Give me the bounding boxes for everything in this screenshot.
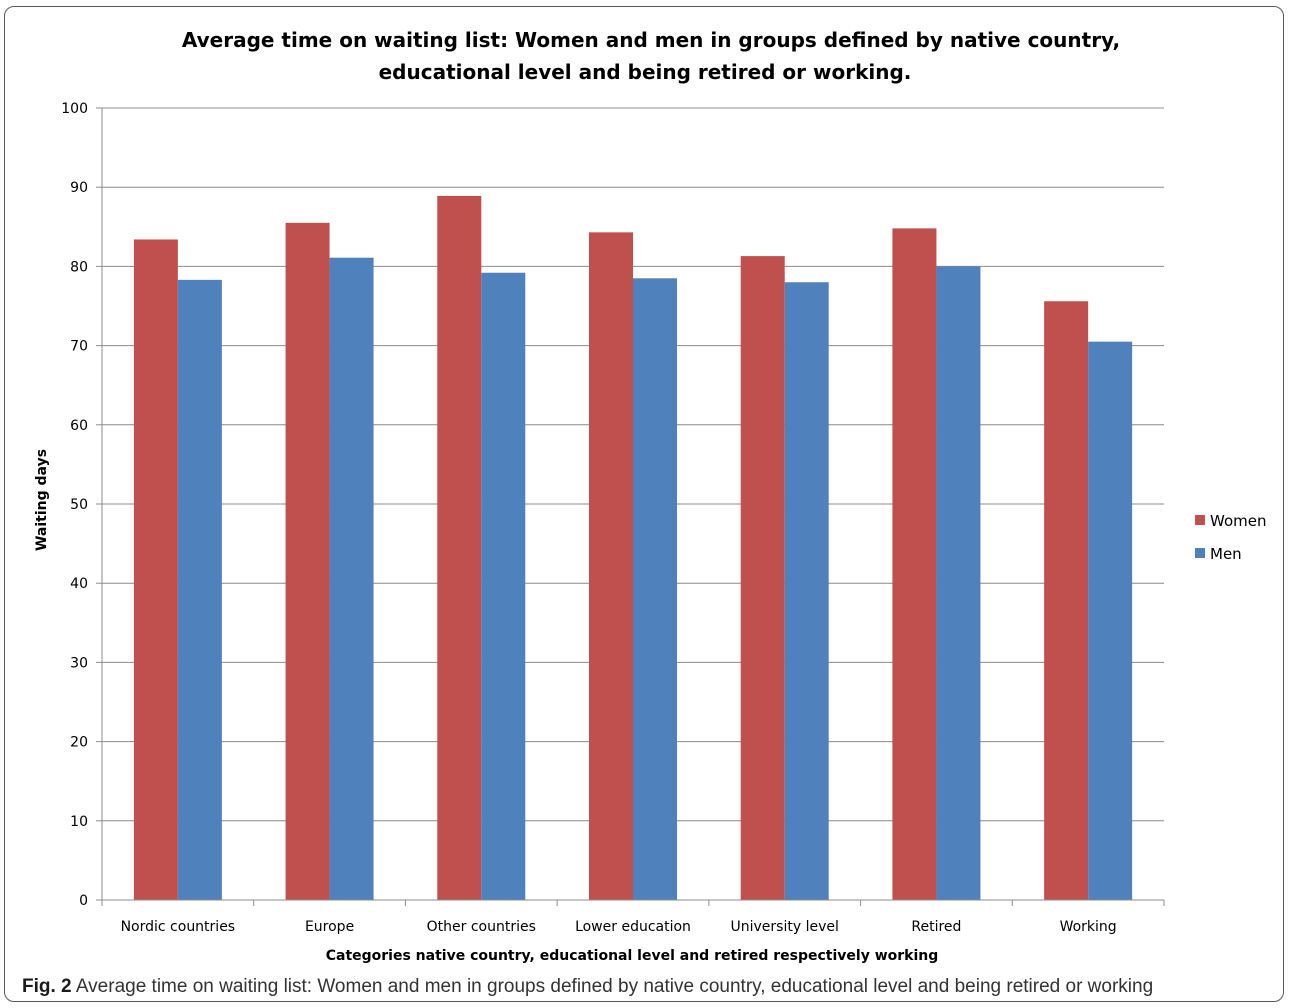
- y-tick-label-1: 10: [70, 814, 88, 830]
- x-tick-label-2: Other countries: [427, 919, 536, 935]
- legend-label-men: Men: [1210, 545, 1242, 563]
- y-tick-label-4: 40: [70, 576, 88, 592]
- y-tick-label-10: 100: [61, 101, 88, 117]
- bar-chart: Average time on waiting list: Women and …: [34, 28, 1266, 964]
- bar-men-1: [329, 257, 374, 900]
- bar-women-1: [285, 222, 330, 901]
- bars: [133, 195, 1133, 901]
- gridlines: [102, 107, 1164, 822]
- bar-men-0: [177, 279, 222, 900]
- legend-swatch-men: [1195, 548, 1205, 558]
- y-axis-ticks: 0 10 20 30 40 50 60 70 80 90 100: [61, 101, 102, 909]
- y-tick-label-9: 90: [70, 180, 88, 196]
- bar-women-4: [740, 256, 785, 900]
- bar-men-5: [936, 266, 981, 900]
- x-tick-label-1: Europe: [305, 919, 354, 935]
- x-tick-label-4: University level: [731, 919, 839, 935]
- x-axis-ticks: Nordic countries Europe Other countries Low…: [101, 900, 1165, 935]
- bar-women-0: [133, 239, 178, 901]
- bar-women-3: [589, 232, 633, 900]
- bar-men-3: [633, 278, 677, 900]
- x-tick-label-0: Nordic countries: [121, 919, 236, 935]
- axes: [101, 108, 1164, 901]
- y-axis-title: Waiting days: [34, 449, 50, 551]
- figure-caption: Fig. 2 Average time on waiting list: Wom…: [22, 976, 1272, 1002]
- y-tick-label-2: 20: [70, 735, 88, 751]
- y-tick-label-5: 50: [70, 497, 88, 513]
- legend-label-women: Women: [1210, 512, 1266, 530]
- y-tick-label-0: 0: [79, 893, 88, 909]
- chart-title-line-1: Average time on waiting list: Women and …: [182, 28, 1120, 52]
- legend-swatch-women: [1195, 515, 1205, 525]
- figure-caption-text: Average time on waiting list: Women and …: [71, 976, 1154, 997]
- bar-men-6: [1088, 341, 1133, 900]
- x-tick-label-5: Retired: [911, 919, 961, 935]
- y-tick-label-7: 70: [70, 339, 88, 355]
- bar-men-4: [784, 282, 829, 900]
- figure-caption-label: Fig. 2: [22, 976, 72, 997]
- y-tick-label-3: 30: [70, 655, 88, 671]
- y-tick-label-8: 80: [70, 259, 88, 275]
- bar-women-2: [437, 195, 482, 901]
- chart-title-line-2: educational level and being retired or w…: [379, 60, 912, 84]
- bar-men-2: [481, 272, 526, 901]
- x-tick-label-6: Working: [1060, 919, 1117, 935]
- y-tick-label-6: 60: [70, 418, 88, 434]
- x-tick-label-3: Lower education: [575, 919, 691, 935]
- x-axis-title: Categories native country, educational l…: [326, 948, 939, 964]
- bar-women-5: [892, 228, 937, 900]
- bar-women-6: [1044, 301, 1089, 900]
- legend: Women Men: [1195, 512, 1266, 563]
